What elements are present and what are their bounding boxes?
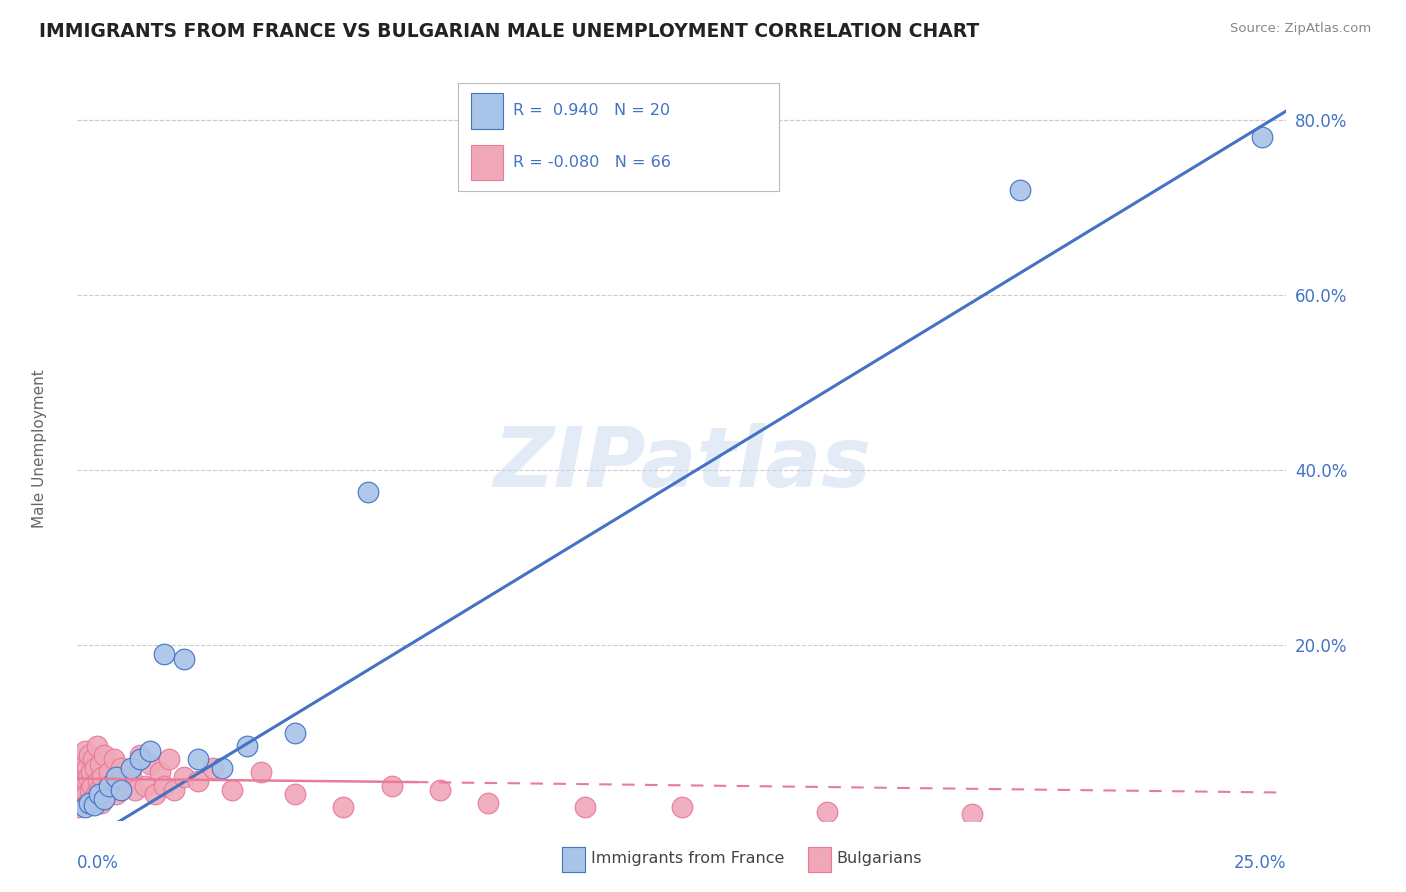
Point (76, 796, 98, 810)
Point (129, 747, 152, 762)
Point (80, 765, 103, 780)
Point (284, 726, 307, 740)
Point (93, 747, 115, 762)
Text: ZIPatlas: ZIPatlas (494, 423, 870, 504)
Point (93, 791, 115, 805)
Point (1251, 130, 1274, 145)
Point (83, 761, 105, 775)
Point (73, 756, 96, 771)
Point (72, 788, 94, 802)
Point (86, 739, 108, 753)
Point (221, 783, 243, 797)
Point (163, 783, 186, 797)
Point (110, 761, 132, 775)
Text: 25.0%: 25.0% (1234, 855, 1286, 872)
Text: 0.0%: 0.0% (77, 855, 120, 872)
Point (173, 770, 195, 784)
Point (70, 779, 93, 793)
Point (201, 761, 224, 775)
Point (79, 783, 101, 797)
Point (90, 770, 112, 784)
Point (332, 800, 354, 814)
Point (77, 770, 100, 784)
Point (477, 796, 499, 810)
Point (82, 752, 104, 766)
Point (73, 783, 96, 797)
Point (187, 752, 209, 766)
Point (815, 805, 838, 819)
Point (356, 485, 378, 500)
Text: Male Unemployment: Male Unemployment (32, 369, 48, 527)
Point (381, 779, 404, 793)
Point (157, 752, 180, 766)
Point (139, 756, 162, 771)
Point (67, 800, 90, 814)
Point (960, 806, 983, 821)
Point (1010, 183, 1032, 197)
Point (429, 783, 451, 797)
Point (97, 765, 120, 780)
Point (153, 647, 176, 661)
Point (671, 800, 693, 814)
Point (235, 739, 257, 753)
Point (574, 800, 596, 814)
Point (250, 765, 273, 780)
Point (70, 752, 93, 766)
Point (89, 756, 111, 771)
Point (96, 783, 118, 797)
Point (73, 800, 96, 814)
Point (86, 774, 108, 789)
Point (75, 788, 97, 802)
Point (72, 791, 94, 805)
Point (100, 779, 122, 793)
Point (75, 743, 97, 757)
Point (110, 783, 132, 797)
Point (77, 747, 100, 762)
Point (284, 788, 307, 802)
Point (124, 783, 146, 797)
Point (120, 761, 142, 775)
Text: Immigrants from France: Immigrants from France (591, 851, 785, 865)
Point (211, 761, 233, 775)
Text: IMMIGRANTS FROM FRANCE VS BULGARIAN MALE UNEMPLOYMENT CORRELATION CHART: IMMIGRANTS FROM FRANCE VS BULGARIAN MALE… (39, 22, 980, 41)
Point (67, 774, 90, 789)
Point (84, 788, 107, 802)
Point (70, 796, 93, 810)
Point (97, 779, 120, 793)
Text: Bulgarians: Bulgarians (837, 851, 922, 865)
Text: Source: ZipAtlas.com: Source: ZipAtlas.com (1230, 22, 1371, 36)
Point (83, 797, 105, 812)
Point (153, 779, 176, 793)
Point (87, 788, 110, 802)
Point (139, 743, 162, 757)
Point (69, 783, 91, 797)
Point (105, 788, 128, 802)
Point (187, 774, 209, 789)
Point (79, 796, 101, 810)
Point (72, 765, 94, 780)
Point (69, 761, 91, 775)
Point (87, 783, 110, 797)
Point (90, 796, 112, 810)
Point (114, 774, 136, 789)
Point (129, 752, 152, 766)
Point (173, 651, 195, 665)
Point (120, 770, 142, 784)
Point (67, 791, 90, 805)
Point (76, 761, 98, 775)
Point (134, 779, 156, 793)
Point (143, 788, 166, 802)
Point (75, 774, 97, 789)
Point (105, 770, 128, 784)
Point (80, 779, 103, 793)
Point (103, 752, 125, 766)
Point (148, 765, 170, 780)
Point (83, 791, 105, 805)
Point (69, 770, 91, 784)
